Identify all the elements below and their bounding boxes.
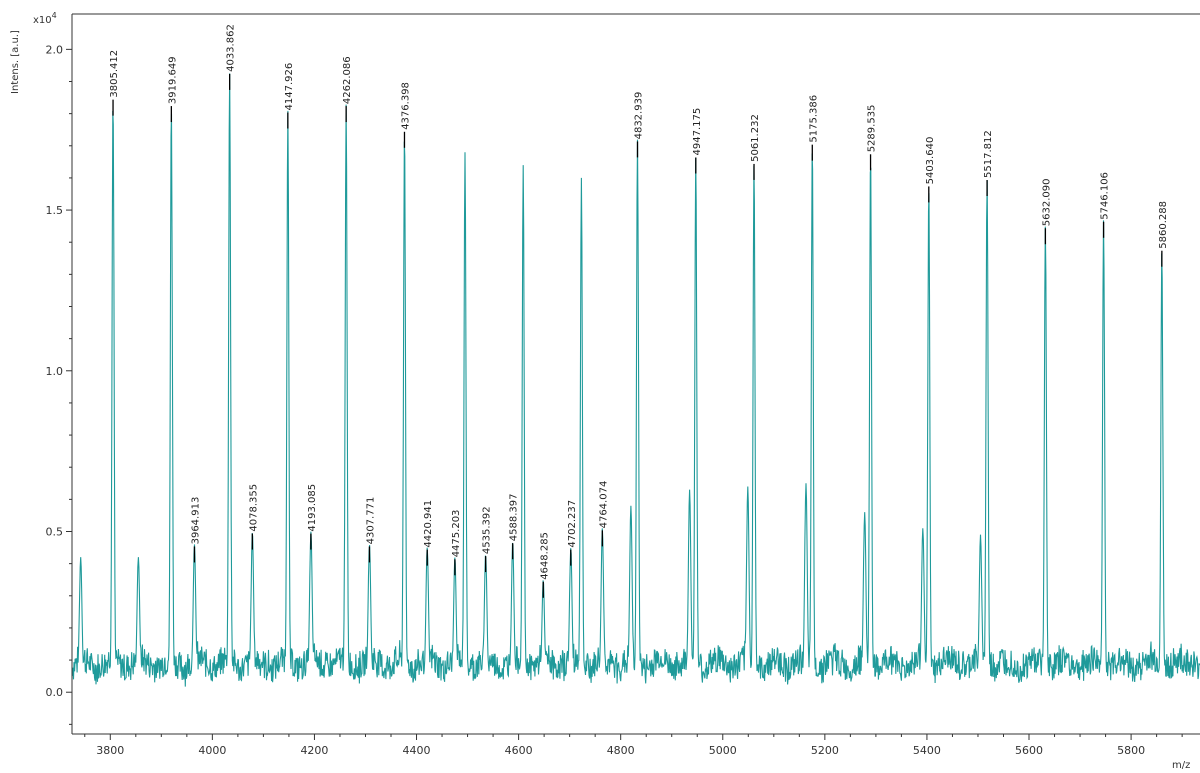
y-multiplier-base: x10 xyxy=(33,15,52,26)
y-axis-multiplier: x104 xyxy=(33,11,57,26)
x-tick-label: 4600 xyxy=(505,744,533,757)
x-tick-label: 5800 xyxy=(1117,744,1145,757)
peak-label: 4947.175 xyxy=(692,108,703,156)
peak-label: 5175.386 xyxy=(808,95,819,143)
peak-label: 4420.941 xyxy=(423,500,434,548)
x-tick-label: 4200 xyxy=(300,744,328,757)
x-tick-label: 5400 xyxy=(913,744,941,757)
x-tick-label: 5600 xyxy=(1015,744,1043,757)
peak-label: 4078.355 xyxy=(248,484,259,532)
peak-label: 4307.771 xyxy=(366,497,377,545)
x-tick-label: 3800 xyxy=(96,744,124,757)
peak-label: 3964.913 xyxy=(191,497,202,545)
peak-label: 4262.086 xyxy=(342,56,353,104)
y-tick-label: 1.5 xyxy=(46,204,64,217)
peak-label: 5403.640 xyxy=(925,137,936,185)
peak-label: 3919.649 xyxy=(167,56,178,104)
peak-label: 4147.926 xyxy=(284,63,295,111)
peak-label: 5289.535 xyxy=(867,105,878,153)
peak-label: 5517.812 xyxy=(983,130,994,178)
y-multiplier-exponent: 4 xyxy=(52,11,57,20)
peak-marker-layer xyxy=(112,73,1163,598)
peak-label: 4033.862 xyxy=(226,24,237,72)
x-tick-label: 5000 xyxy=(709,744,737,757)
peak-label: 4588.397 xyxy=(509,493,520,541)
peak-label: 4376.398 xyxy=(401,82,412,130)
x-axis-label: m/z xyxy=(1172,760,1190,771)
peak-label: 4535.392 xyxy=(482,506,493,554)
y-tick-label: 1.0 xyxy=(46,365,64,378)
peak-label: 4832.939 xyxy=(634,92,645,140)
peak-label: 4764.074 xyxy=(598,481,609,529)
y-tick-label: 2.0 xyxy=(46,43,64,56)
y-tick-label: 0.5 xyxy=(46,526,64,539)
peak-label: 4648.285 xyxy=(539,532,550,580)
peak-label: 5632.090 xyxy=(1041,178,1052,226)
x-tick-label: 4000 xyxy=(198,744,226,757)
peak-label: 3805.412 xyxy=(109,50,120,98)
y-tick-layer: 0.0 0.5 1.0 1.5 2.0 xyxy=(46,43,72,725)
spectrum-layer xyxy=(71,73,1200,687)
peak-label: 4475.203 xyxy=(451,510,462,558)
x-tick-label: 4400 xyxy=(403,744,431,757)
x-tick-label: 4800 xyxy=(607,744,635,757)
peak-label: 5860.288 xyxy=(1158,201,1169,249)
spectrum-trace xyxy=(71,73,1200,687)
x-tick-layer: 3800 4000 4200 4400 4600 4800 5000 5200 5400 5600… xyxy=(84,734,1183,757)
peak-label: 5061.232 xyxy=(750,114,761,162)
x-tick-label: 5200 xyxy=(811,744,839,757)
y-axis-label: Intens. [a.u.] xyxy=(10,30,21,94)
peak-label: 4193.085 xyxy=(307,484,318,532)
peak-label-layer: 3805.412 3919.649 3964.913 4033.862 4078.355… xyxy=(109,24,1169,580)
peak-label: 4702.237 xyxy=(567,500,578,548)
peak-label: 5746.106 xyxy=(1100,172,1111,220)
axes-layer: Intens. [a.u.] x104 m/z xyxy=(10,11,1200,771)
y-tick-label: 0.0 xyxy=(46,686,64,699)
